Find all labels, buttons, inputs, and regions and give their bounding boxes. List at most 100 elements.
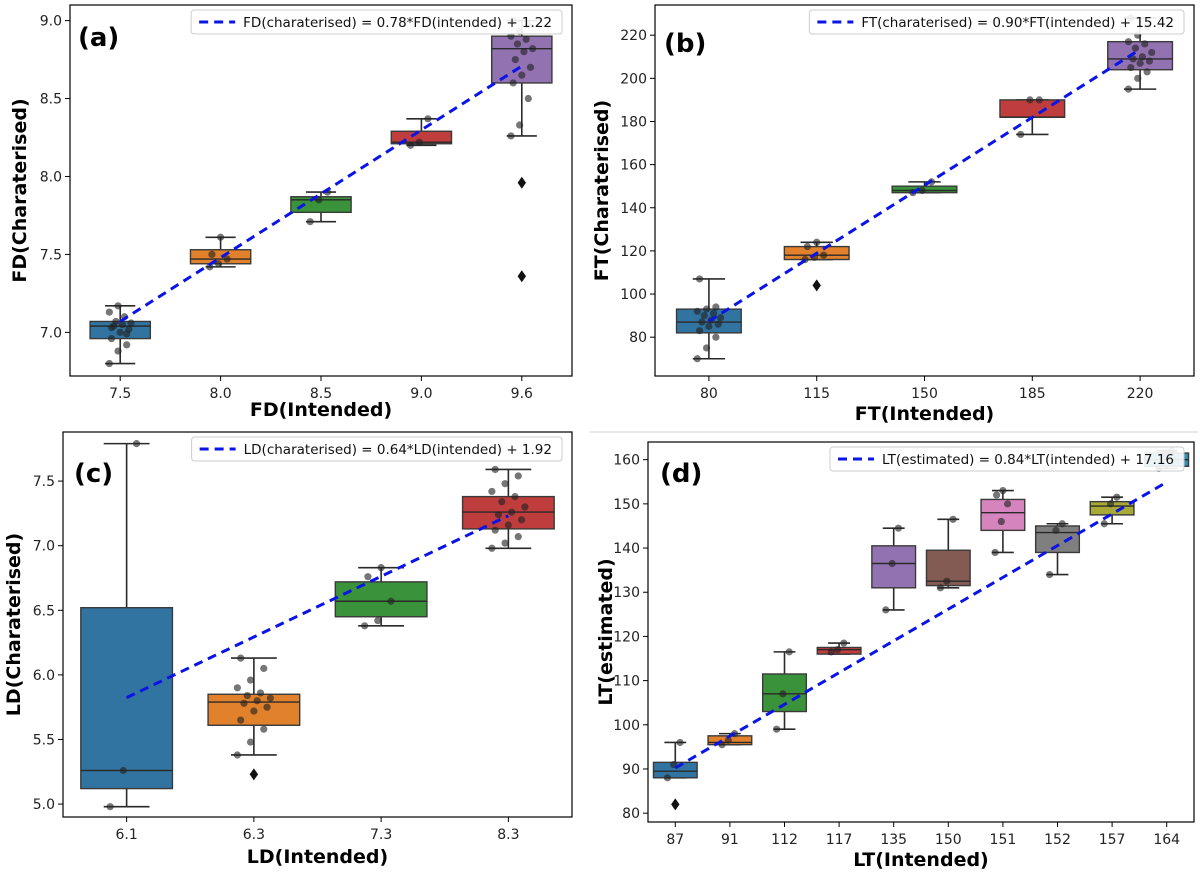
data-point — [993, 491, 1001, 499]
data-point — [997, 517, 1005, 526]
data-point — [894, 524, 903, 532]
data-point — [517, 516, 526, 524]
box — [925, 549, 971, 587]
data-point — [217, 233, 225, 241]
y-tick-label: 7.5 — [40, 247, 62, 263]
data-point — [516, 121, 524, 129]
box-group — [207, 654, 301, 781]
y-axis-label: FD(Charaterised) — [9, 98, 31, 282]
data-point — [693, 307, 701, 315]
data-point — [663, 774, 672, 782]
data-point — [1148, 48, 1156, 57]
x-tick-label: 150 — [911, 386, 938, 402]
y-tick-label: 90 — [622, 762, 640, 778]
data-point — [498, 498, 506, 506]
y-tick-label: 120 — [620, 244, 647, 260]
data-point — [263, 703, 271, 711]
data-point — [785, 648, 793, 656]
data-point — [522, 35, 530, 43]
data-point — [106, 803, 114, 811]
x-axis-label: FD(Intended) — [250, 399, 392, 421]
data-point — [118, 320, 126, 329]
data-point — [415, 138, 423, 146]
data-point — [260, 725, 268, 733]
box-group — [80, 440, 174, 811]
panel-letter: (b) — [664, 29, 706, 59]
x-tick-label: 185 — [1019, 386, 1046, 402]
data-point — [1017, 130, 1025, 139]
data-point — [494, 511, 503, 519]
box-group — [675, 275, 742, 363]
data-point — [520, 48, 528, 56]
data-point — [702, 344, 711, 352]
box — [980, 498, 1026, 532]
fit-line — [708, 48, 1141, 323]
data-point — [509, 79, 517, 87]
data-point — [1134, 74, 1142, 82]
data-point — [374, 617, 382, 625]
data-point — [1131, 44, 1140, 52]
box-group — [761, 648, 808, 733]
box-group — [1089, 493, 1135, 528]
data-point — [127, 319, 135, 327]
y-tick-label: 7.5 — [33, 474, 55, 490]
data-point — [491, 465, 499, 474]
x-tick-label: 135 — [880, 832, 907, 848]
data-point — [123, 341, 131, 349]
box-group — [816, 639, 862, 656]
legend-label: LT(estimated) = 0.84*LT(intended) + 17.1… — [882, 452, 1174, 468]
data-point — [501, 480, 509, 488]
box-group — [783, 238, 850, 292]
data-point — [1113, 493, 1121, 501]
data-point — [511, 492, 519, 501]
fit-line — [125, 514, 510, 699]
data-point — [119, 766, 127, 775]
data-point — [223, 255, 231, 263]
data-point — [105, 359, 113, 368]
data-point — [233, 751, 241, 759]
data-point — [214, 260, 223, 268]
x-tick-label: 115 — [803, 386, 830, 402]
y-tick-label: 150 — [613, 497, 640, 513]
data-point — [237, 654, 245, 662]
data-point — [424, 115, 432, 123]
data-point — [827, 648, 835, 656]
x-tick-label: 8.3 — [497, 827, 519, 843]
y-tick-label: 80 — [622, 806, 640, 822]
x-tick-label: 8.0 — [209, 386, 231, 402]
box — [334, 581, 428, 618]
data-point — [529, 45, 537, 53]
y-tick-label: 5.5 — [33, 732, 55, 748]
data-point — [712, 333, 720, 341]
chart-panel: 7.0 7.5 8.0 8.5 9.0 7.5 8.0 8.5 9.0 9.6 FD(Intende… — [9, 4, 573, 421]
x-tick-label: 9.0 — [410, 386, 432, 402]
box-group — [189, 233, 252, 271]
data-point — [1145, 57, 1154, 65]
data-point — [491, 526, 499, 534]
data-point — [803, 242, 811, 251]
x-tick-label: 220 — [1127, 386, 1154, 402]
data-point — [377, 564, 385, 572]
y-tick-label: 180 — [620, 114, 647, 130]
x-tick-label: 7.5 — [109, 386, 131, 402]
data-point — [698, 318, 706, 326]
box — [80, 607, 174, 790]
x-tick-label: 152 — [1044, 832, 1071, 848]
data-point — [237, 716, 245, 724]
fit-line — [674, 480, 1168, 770]
data-point — [1124, 38, 1133, 46]
data-point — [132, 440, 141, 448]
data-point — [695, 275, 704, 283]
y-tick-label: 160 — [613, 453, 640, 469]
data-point — [1004, 500, 1012, 508]
data-point — [1052, 526, 1060, 534]
data-point — [1127, 63, 1135, 72]
data-point — [705, 322, 713, 330]
y-tick-label: 160 — [620, 158, 647, 174]
y-tick-label: 200 — [620, 71, 647, 87]
data-point — [107, 324, 116, 332]
data-point — [813, 238, 821, 246]
data-point — [1138, 53, 1147, 61]
y-tick-label: 6.0 — [33, 668, 55, 684]
box-group — [490, 16, 553, 283]
